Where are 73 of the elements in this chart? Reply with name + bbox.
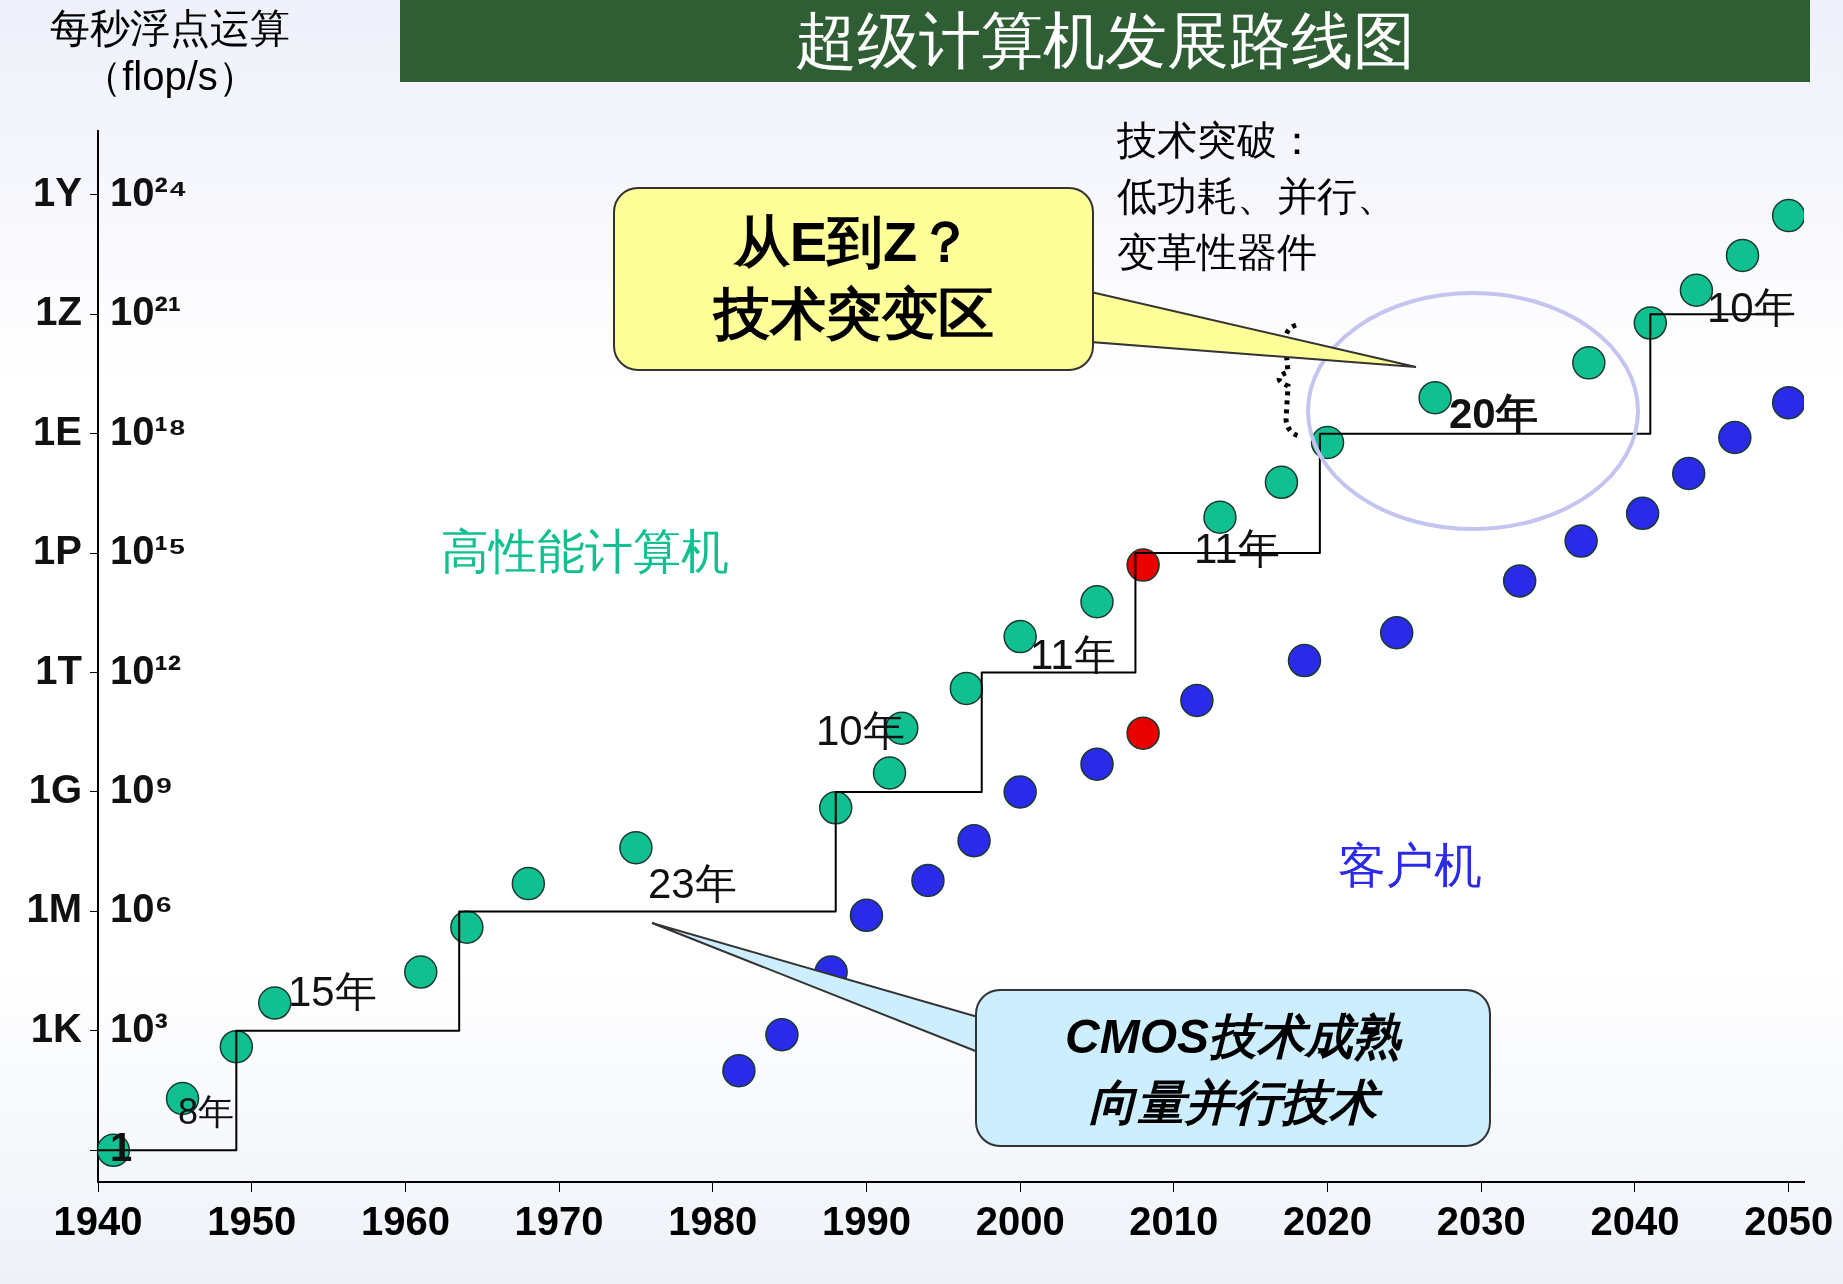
point (258, 986, 292, 1020)
text: 1E (33, 408, 82, 453)
annotation: 11年 (1030, 630, 1116, 680)
point (957, 823, 991, 858)
point (1718, 420, 1752, 455)
x-tick-label: 1970 (514, 1199, 604, 1244)
x-tick-label: 2030 (1436, 1199, 1526, 1244)
annotation: 23年 (648, 859, 737, 909)
point (1203, 500, 1237, 534)
text: 1P (33, 528, 82, 573)
point (1633, 306, 1668, 340)
point (722, 1053, 756, 1088)
point (1003, 775, 1037, 809)
point (619, 830, 653, 865)
point (1564, 524, 1598, 558)
point (1625, 496, 1660, 531)
y-tick-label: 10¹⁸ (110, 408, 187, 453)
y-tick-label: 10¹² (110, 647, 182, 692)
x-tick-label: 1950 (207, 1199, 297, 1244)
y-tick-label: 10⁶ (110, 886, 173, 931)
point (1725, 238, 1760, 273)
text: 1Y (33, 169, 83, 214)
text: 1K (30, 1005, 83, 1050)
x-tick-label: 1960 (360, 1199, 450, 1244)
point (511, 866, 546, 901)
x-tick-label: 2040 (1590, 1199, 1680, 1244)
y-tick-label: 10²⁴ (110, 169, 188, 214)
y-tick-label: 10³ (110, 1005, 168, 1050)
point (849, 898, 884, 933)
annotation: 技术突破：低功耗、并行、变革性器件 (1117, 117, 1397, 276)
point (872, 756, 907, 790)
text: 1T (35, 647, 82, 692)
text: 客户机 (1338, 838, 1482, 894)
point (765, 1017, 799, 1052)
point (1771, 385, 1804, 420)
point (1287, 643, 1322, 678)
x-tick-label: 2020 (1283, 1199, 1373, 1244)
point (450, 910, 484, 945)
point (1502, 564, 1537, 598)
text: 1G (28, 767, 82, 812)
text: 1M (26, 886, 82, 931)
point (1572, 346, 1606, 380)
x-tick-label: 1980 (668, 1199, 758, 1244)
point (1264, 465, 1299, 500)
point (911, 863, 945, 898)
x-tick-label: 1940 (53, 1199, 143, 1244)
point (404, 955, 438, 989)
point (1126, 716, 1160, 750)
annotation: 从E到Z？技术突变区 (614, 188, 1093, 370)
annotation: 20年 (1449, 389, 1538, 439)
y-axis-title: 每秒浮点运算（flop/s） (49, 5, 291, 100)
y-tick-label: 10⁹ (110, 767, 174, 812)
y-tick-label: 10²¹ (110, 289, 182, 334)
point (818, 791, 853, 825)
annotation: 15年 (288, 967, 377, 1017)
x-tick-label: 2000 (975, 1199, 1065, 1244)
text: 1Z (35, 289, 82, 334)
x-tick-label: 2010 (1129, 1199, 1219, 1244)
point (1771, 198, 1804, 233)
annotation: CMOS技术成熟向量并行技术 (976, 990, 1490, 1146)
text: 高性能计算机 (441, 524, 729, 580)
point (1180, 683, 1214, 718)
point (1080, 585, 1114, 619)
point (219, 1029, 254, 1064)
point (949, 671, 984, 706)
chart-title: 超级计算机发展路线图 (400, 0, 1810, 82)
x-tick-label: 1990 (821, 1199, 911, 1244)
y-tick-label: 10¹⁵ (110, 528, 187, 573)
point (1671, 456, 1706, 491)
point (1418, 380, 1452, 415)
x-tick-label: 2050 (1744, 1199, 1834, 1244)
point (1080, 747, 1114, 781)
point (1379, 615, 1414, 650)
